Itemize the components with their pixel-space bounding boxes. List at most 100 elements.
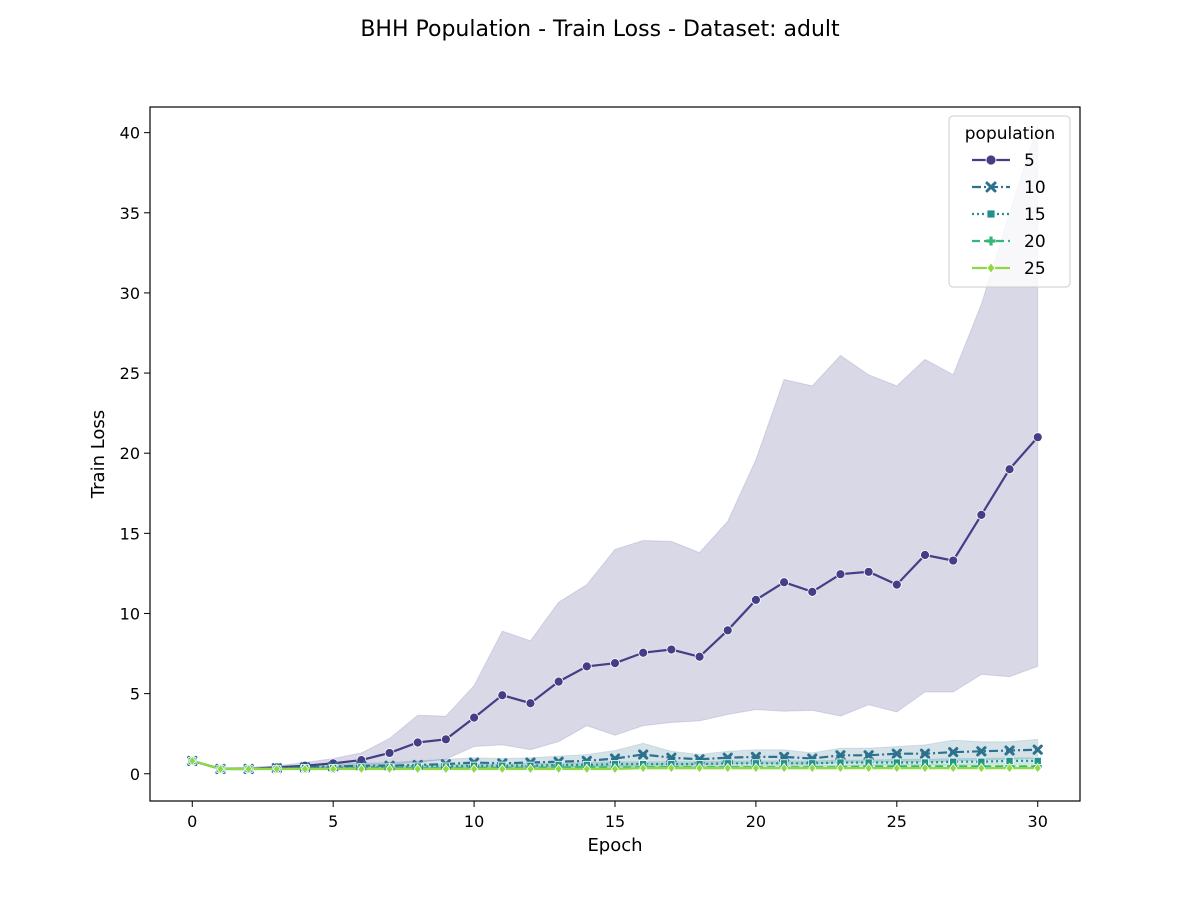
legend-label-25: 25 xyxy=(1024,259,1046,279)
point-population-5 xyxy=(497,690,508,701)
point-population-10 xyxy=(1032,744,1043,755)
point-population-25 xyxy=(920,763,930,774)
legend-title: population xyxy=(965,124,1055,144)
point-population-5 xyxy=(525,698,536,709)
point-population-5 xyxy=(1032,432,1043,443)
point-population-25 xyxy=(1005,763,1014,774)
point-population-25 xyxy=(554,763,563,775)
point-population-5 xyxy=(835,569,846,580)
point-population-5 xyxy=(863,566,874,577)
point-population-5 xyxy=(441,734,451,745)
point-population-10 xyxy=(976,746,987,757)
y-tick-label: 0 xyxy=(130,765,140,784)
point-population-25 xyxy=(695,763,704,774)
x-tick-label: 30 xyxy=(1028,812,1048,831)
point-population-25 xyxy=(329,763,338,775)
legend-entries: 5 10 15 20 25 xyxy=(972,151,1046,279)
point-population-10 xyxy=(891,748,902,759)
chart-title: BHH Population - Train Loss - Dataset: a… xyxy=(360,17,840,42)
point-population-5 xyxy=(779,577,789,588)
point-population-5 xyxy=(751,594,761,605)
legend-label-15: 15 xyxy=(1024,205,1046,225)
legend-label-10: 10 xyxy=(1024,178,1046,198)
y-tick-label: 20 xyxy=(120,444,140,463)
point-population-5 xyxy=(1004,464,1015,475)
point-population-5 xyxy=(581,661,592,672)
x-axis-ticks: 0 5 10 15 20 25 30 xyxy=(187,801,1048,831)
x-tick-label: 5 xyxy=(328,812,338,831)
point-population-5 xyxy=(948,555,959,566)
x-tick-label: 0 xyxy=(187,812,197,831)
point-population-10 xyxy=(948,747,959,758)
point-population-25 xyxy=(949,763,958,774)
band-population-5 xyxy=(192,124,1039,771)
point-population-25 xyxy=(808,763,817,774)
y-axis-ticks: 0 5 10 15 20 25 30 35 40 xyxy=(120,124,150,784)
legend-marker-20 xyxy=(986,236,996,246)
legend-entry-20: 20 xyxy=(972,232,1046,252)
point-population-5 xyxy=(722,625,733,636)
point-population-25 xyxy=(413,763,422,775)
point-population-25 xyxy=(723,763,732,774)
legend-entry-5: 5 xyxy=(972,151,1035,171)
point-population-25 xyxy=(385,763,394,775)
legend-entry-25: 25 xyxy=(972,259,1046,279)
y-tick-label: 5 xyxy=(130,685,140,704)
point-population-10 xyxy=(863,750,874,761)
point-population-5 xyxy=(469,712,479,723)
point-population-10 xyxy=(919,748,931,759)
series-markers xyxy=(187,432,1043,775)
point-population-25 xyxy=(357,763,366,775)
legend-marker-15 xyxy=(986,209,996,219)
point-population-25 xyxy=(272,763,281,775)
point-population-25 xyxy=(610,763,620,775)
legend-marker-5 xyxy=(985,154,997,166)
point-population-25 xyxy=(526,763,535,775)
point-population-10 xyxy=(835,750,846,761)
point-population-5 xyxy=(976,510,987,520)
point-population-5 xyxy=(610,658,620,669)
point-population-25 xyxy=(1033,763,1042,774)
point-population-25 xyxy=(469,763,479,775)
point-population-5 xyxy=(920,550,930,560)
point-population-25 xyxy=(300,763,310,775)
y-axis-label: Train Loss xyxy=(88,410,109,499)
point-population-25 xyxy=(498,763,507,775)
point-population-25 xyxy=(667,763,676,774)
point-population-25 xyxy=(864,763,873,774)
legend-box xyxy=(948,115,1071,288)
point-population-25 xyxy=(779,763,789,774)
point-population-25 xyxy=(892,763,901,774)
y-tick-label: 25 xyxy=(120,364,140,383)
x-tick-label: 20 xyxy=(746,812,766,831)
point-population-25 xyxy=(188,755,197,767)
y-tick-label: 15 xyxy=(120,524,140,543)
point-population-10 xyxy=(638,749,649,760)
point-population-25 xyxy=(836,763,845,774)
legend-marker-10 xyxy=(985,181,997,193)
x-tick-label: 25 xyxy=(887,812,907,831)
point-population-25 xyxy=(977,763,986,774)
legend-entry-15: 15 xyxy=(972,205,1046,225)
point-population-5 xyxy=(384,748,395,758)
point-population-25 xyxy=(582,763,591,775)
point-population-5 xyxy=(412,737,423,748)
point-population-5 xyxy=(638,647,649,658)
point-population-10 xyxy=(778,751,790,763)
point-population-5 xyxy=(807,586,818,597)
point-population-5 xyxy=(694,651,705,662)
x-tick-label: 15 xyxy=(605,812,625,831)
point-population-25 xyxy=(751,763,761,774)
point-population-25 xyxy=(441,763,451,775)
point-population-10 xyxy=(750,751,762,763)
point-population-10 xyxy=(666,752,677,763)
point-population-5 xyxy=(553,676,564,687)
point-population-25 xyxy=(216,763,225,775)
y-tick-label: 30 xyxy=(120,284,140,303)
point-population-5 xyxy=(666,644,677,655)
legend: population 5 10 15 20 25 xyxy=(948,115,1071,288)
y-tick-label: 40 xyxy=(120,124,140,143)
y-tick-label: 10 xyxy=(120,604,140,623)
